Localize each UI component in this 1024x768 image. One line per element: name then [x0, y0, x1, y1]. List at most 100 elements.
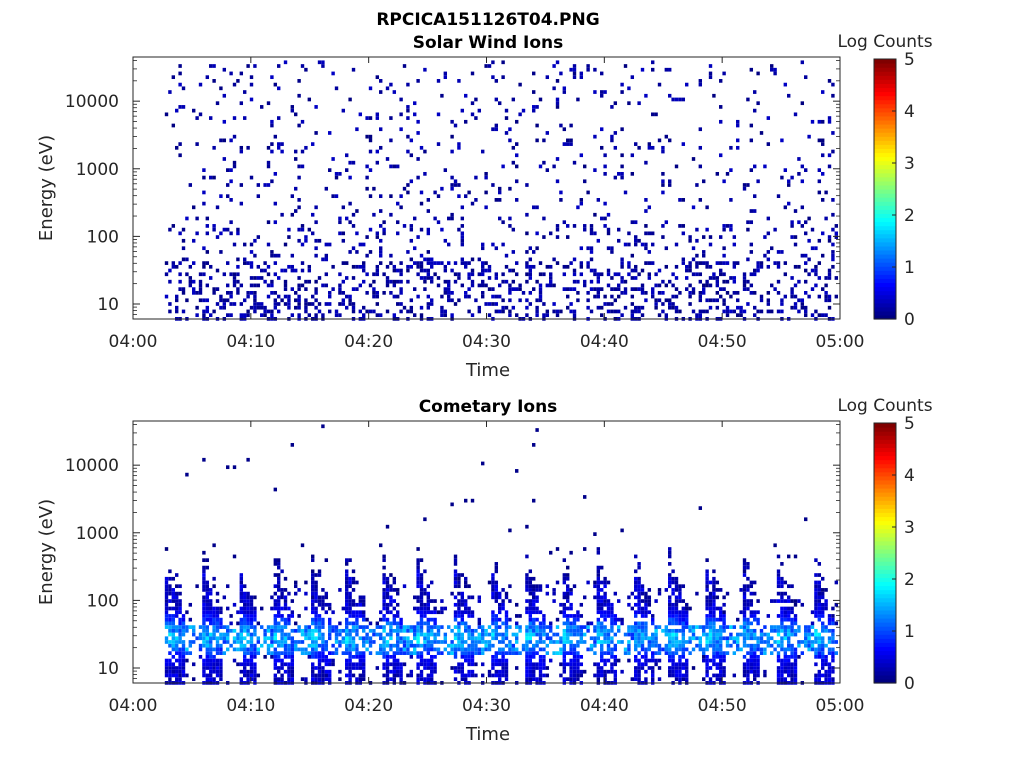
heatmap-cell — [528, 647, 533, 652]
heatmap-cell — [481, 461, 485, 466]
heatmap-cell — [576, 610, 580, 615]
colorbar-frame — [873, 422, 897, 684]
heatmap-cell — [345, 602, 349, 607]
heatmap-cell — [457, 628, 461, 633]
heatmap-cell — [671, 621, 675, 626]
colorbar-band — [874, 516, 896, 522]
heatmap-cell — [569, 625, 573, 629]
heatmap-cell — [328, 290, 332, 295]
heatmap-cell — [549, 283, 553, 288]
heatmap-cell — [739, 625, 743, 629]
heatmap-cell — [746, 617, 750, 622]
heatmap-cell — [498, 658, 502, 663]
heatmap-cell — [664, 628, 669, 633]
heatmap-cell — [657, 290, 662, 295]
heatmap-cell — [715, 279, 720, 284]
heatmap-cell — [623, 305, 628, 310]
heatmap-cell — [253, 677, 257, 682]
heatmap-cell — [606, 640, 611, 644]
heatmap-cell — [698, 636, 703, 641]
heatmap-cell — [287, 591, 291, 596]
heatmap-cell — [617, 658, 621, 663]
heatmap-cell — [253, 305, 257, 310]
heatmap-cell — [668, 547, 672, 551]
heatmap-cell — [389, 625, 393, 629]
heatmap-cell — [664, 643, 669, 648]
heatmap-cell — [355, 209, 359, 213]
heatmap-cell — [314, 287, 318, 291]
heatmap-cell — [375, 160, 380, 165]
heatmap-cell — [831, 149, 835, 154]
heatmap-cell — [402, 643, 407, 648]
heatmap-cell — [637, 602, 641, 607]
heatmap-cell — [552, 599, 556, 603]
heatmap-cell — [494, 580, 499, 585]
heatmap-cell — [668, 636, 672, 641]
heatmap-cell — [545, 643, 550, 648]
heatmap-cell — [243, 116, 247, 120]
heatmap-cell — [379, 643, 383, 648]
heatmap-cell — [385, 632, 390, 637]
heatmap-cell — [681, 97, 686, 102]
heatmap-cell — [419, 261, 424, 265]
heatmap-cell — [338, 628, 342, 633]
heatmap-cell — [678, 595, 682, 600]
heatmap-cell — [270, 313, 274, 318]
heatmap-cell — [817, 614, 822, 618]
heatmap-cell — [239, 576, 244, 581]
heatmap-cell — [817, 599, 822, 603]
heatmap-cell — [749, 123, 754, 128]
heatmap-cell — [776, 573, 781, 577]
heatmap-cell — [243, 621, 247, 626]
heatmap-cell — [253, 614, 257, 618]
heatmap-cell — [821, 576, 825, 581]
heatmap-cell — [283, 287, 288, 291]
heatmap-cell — [647, 250, 652, 254]
heatmap-cell — [508, 651, 512, 655]
panel-title: Cometary Ions — [419, 397, 558, 417]
heatmap-cell — [423, 677, 427, 682]
heatmap-cell — [416, 157, 420, 161]
heatmap-cell — [314, 290, 318, 295]
heatmap-cell — [535, 298, 539, 303]
heatmap-cell — [508, 643, 512, 648]
heatmap-cell — [504, 662, 509, 667]
heatmap-cell — [555, 617, 560, 622]
heatmap-cell — [525, 669, 529, 674]
heatmap-cell — [766, 264, 771, 269]
heatmap-cell — [793, 647, 798, 652]
heatmap-cell — [212, 584, 216, 589]
heatmap-cell — [205, 283, 210, 288]
heatmap-cell — [576, 677, 580, 682]
heatmap-cell — [535, 246, 539, 251]
heatmap-cell — [572, 584, 577, 589]
heatmap-cell — [817, 276, 822, 280]
heatmap-cell — [229, 198, 233, 202]
heatmap-cell — [317, 666, 322, 670]
heatmap-cell — [508, 283, 512, 288]
heatmap-cell — [596, 666, 601, 670]
heatmap-cell — [569, 550, 573, 555]
heatmap-cell — [596, 617, 601, 622]
heatmap-cell — [290, 628, 295, 633]
heatmap-cell — [277, 625, 281, 629]
heatmap-cell — [562, 287, 567, 291]
heatmap-cell — [617, 640, 621, 644]
heatmap-cell — [681, 599, 686, 603]
heatmap-cell — [491, 183, 495, 187]
heatmap-cell — [606, 614, 611, 618]
heatmap-cell — [606, 651, 611, 655]
heatmap-cell — [776, 309, 781, 314]
heatmap-cell — [671, 610, 675, 615]
heatmap-cell — [481, 290, 485, 295]
heatmap-cell — [576, 666, 580, 670]
heatmap-cell — [406, 643, 410, 648]
colorbar-band — [874, 209, 896, 214]
heatmap-cell — [280, 614, 284, 618]
heatmap-cell — [334, 647, 339, 652]
heatmap-cell — [419, 677, 424, 682]
heatmap-cell — [545, 632, 550, 637]
heatmap-cell — [164, 658, 169, 663]
heatmap-cell — [175, 298, 179, 303]
heatmap-cell — [311, 651, 315, 655]
